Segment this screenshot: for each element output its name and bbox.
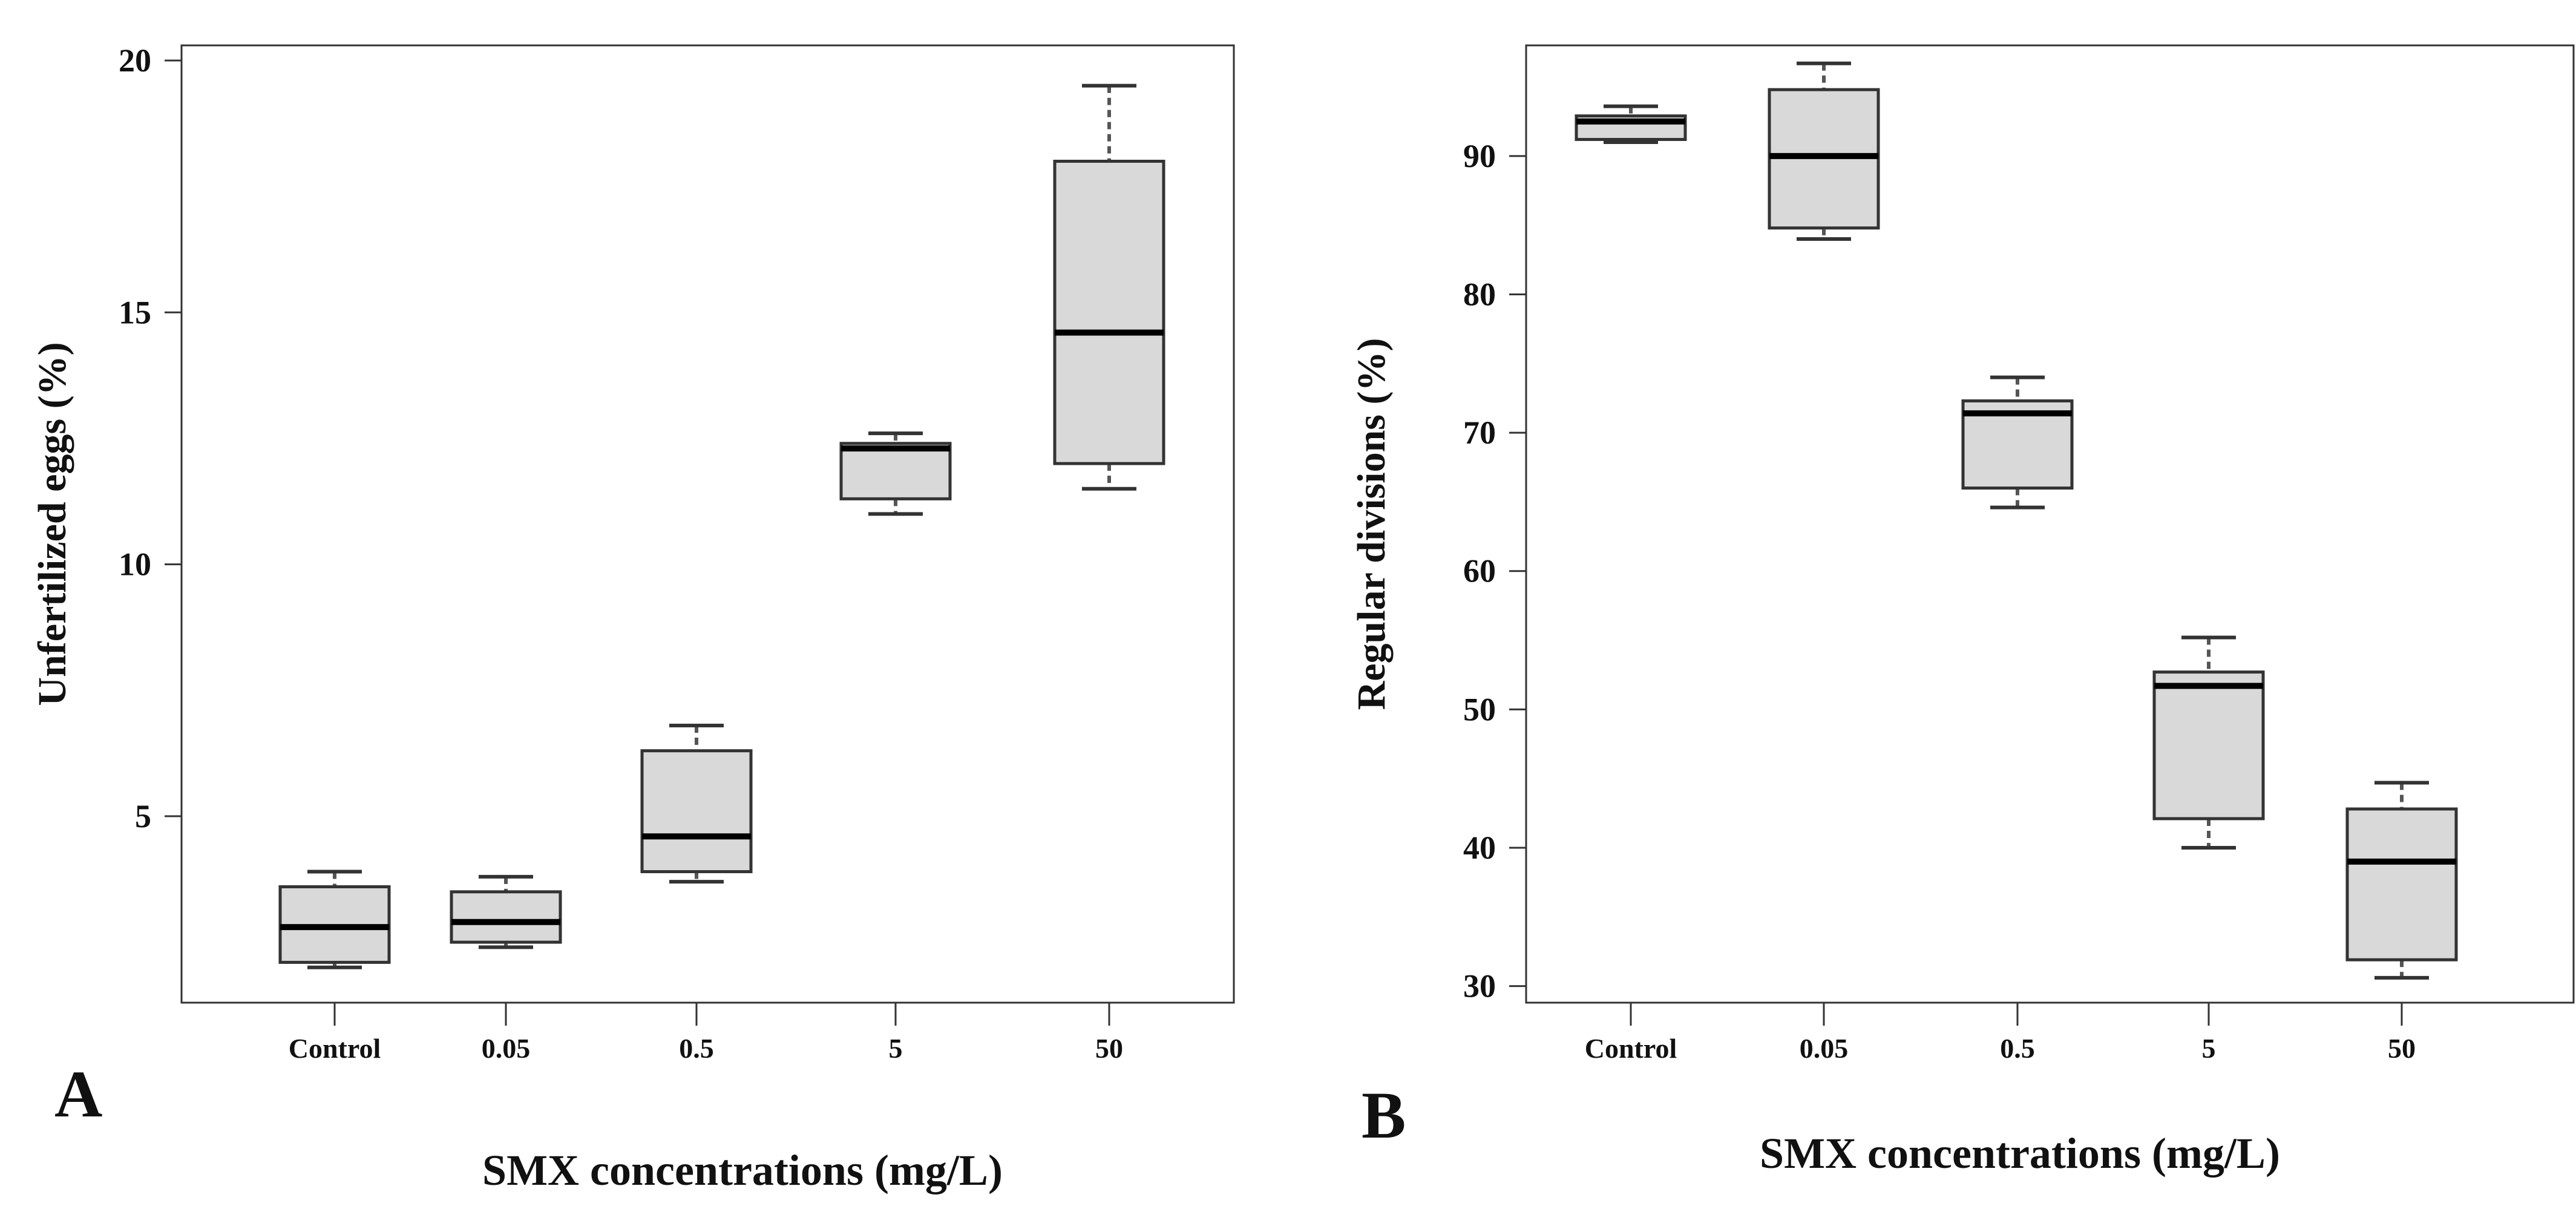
x-axis-label: SMX concentrations (mg/L)	[1760, 1129, 2280, 1178]
box-Control	[1575, 104, 1687, 145]
y-tick-label: 30	[1463, 968, 1496, 1004]
iqr-box	[2152, 670, 2265, 821]
y-tick-label: 5	[135, 798, 151, 834]
x-tick-label: 0.5	[2000, 1033, 2035, 1064]
plot-frame	[180, 44, 1235, 1004]
box-5	[2152, 635, 2265, 850]
box-0.05	[450, 874, 562, 949]
y-axis: 30 40 50 60 70 80 90	[1463, 138, 1526, 1004]
y-tick-label: 70	[1463, 414, 1496, 451]
panel-a: 5 10 15 20 Control 0.05 0.5 5 50 Unfertilized e…	[30, 42, 1235, 1194]
plot-frame	[1525, 44, 2575, 1004]
x-tick-label: 5	[889, 1033, 903, 1064]
x-axis-label: SMX concentrations (mg/L)	[482, 1146, 1003, 1194]
y-tick-label: 15	[119, 294, 151, 330]
x-tick-label: 50	[1095, 1033, 1123, 1064]
box-Control	[278, 870, 391, 969]
y-tick-label: 80	[1463, 277, 1496, 313]
x-tick-label: 0.05	[1800, 1033, 1849, 1064]
iqr-box	[2345, 807, 2458, 962]
y-tick-label: 50	[1463, 691, 1496, 727]
y-axis-label: Regular divisions (%)	[1349, 338, 1394, 710]
boxes	[278, 84, 1165, 969]
x-tick-label: Control	[1585, 1033, 1677, 1064]
x-axis: Control 0.05 0.5 5 50	[289, 1003, 1123, 1064]
box-0.5	[1961, 375, 2074, 509]
box-5	[839, 431, 952, 516]
y-tick-label: 10	[119, 546, 151, 583]
box-0.5	[640, 724, 753, 884]
y-axis-label: Unfertilized eggs (%)	[30, 342, 74, 706]
x-tick-label: Control	[289, 1033, 381, 1064]
y-tick-label: 40	[1463, 830, 1496, 866]
iqr-box	[450, 890, 562, 944]
panel-label: A	[54, 1057, 102, 1131]
y-axis: 5 10 15 20	[119, 42, 182, 834]
x-tick-label: 50	[2388, 1033, 2416, 1064]
box-50	[1053, 84, 1165, 491]
y-tick-label: 60	[1463, 553, 1496, 589]
box-0.05	[1768, 61, 1880, 241]
iqr-box	[1053, 160, 1165, 465]
panel-label: B	[1362, 1078, 1406, 1152]
x-tick-label: 0.05	[482, 1033, 531, 1064]
y-tick-label: 90	[1463, 138, 1496, 174]
y-tick-label: 20	[119, 42, 151, 79]
x-axis: Control 0.05 0.5 5 50	[1585, 1003, 2416, 1064]
iqr-box	[839, 442, 952, 500]
panel-b: 30 40 50 60 70 80 90 Control 0.05 0.5 5 50 Regular…	[1349, 44, 2575, 1178]
iqr-box	[640, 749, 753, 874]
x-tick-label: 5	[2202, 1033, 2216, 1064]
boxes	[1575, 61, 2458, 980]
box-50	[2345, 781, 2458, 980]
x-tick-label: 0.5	[679, 1033, 714, 1064]
